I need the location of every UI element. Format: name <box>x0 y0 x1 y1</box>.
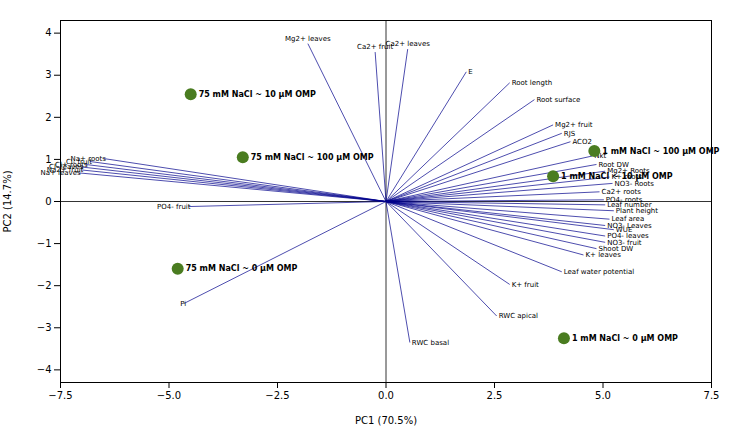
svg-text:Root length: Root length <box>512 79 552 87</box>
svg-text:K+ fruit: K+ fruit <box>512 281 539 289</box>
svg-text:75 mM NaCl ~ 10 μM OMP: 75 mM NaCl ~ 10 μM OMP <box>199 90 316 99</box>
svg-text:RJS: RJS <box>564 130 576 138</box>
svg-text:RWC apical: RWC apical <box>499 312 538 320</box>
svg-text:ACO2: ACO2 <box>572 138 592 146</box>
svg-text:−5.0: −5.0 <box>157 390 181 401</box>
svg-text:Leaf number: Leaf number <box>607 201 652 210</box>
svg-text:Leaf area: Leaf area <box>611 215 645 224</box>
svg-text:Leaf water potential: Leaf water potential <box>564 268 634 276</box>
svg-text:−1: −1 <box>37 238 52 249</box>
svg-text:PC1 (70.5%): PC1 (70.5%) <box>355 415 417 426</box>
svg-text:PC2 (14.7%): PC2 (14.7%) <box>2 170 13 232</box>
svg-text:RWC basal: RWC basal <box>412 339 449 347</box>
svg-text:0.0: 0.0 <box>378 390 394 401</box>
svg-text:K+ leaves: K+ leaves <box>585 251 621 259</box>
svg-text:5.0: 5.0 <box>595 390 611 401</box>
svg-text:7.5: 7.5 <box>704 390 720 401</box>
svg-text:1 mM NaCl ~ 10 μM OMP: 1 mM NaCl ~ 10 μM OMP <box>561 172 673 181</box>
svg-text:NO3- Roots: NO3- Roots <box>615 180 655 188</box>
svg-text:2: 2 <box>45 112 51 123</box>
svg-text:Mg2+ leaves: Mg2+ leaves <box>285 35 331 43</box>
svg-text:−2: −2 <box>37 280 52 291</box>
svg-text:−3: −3 <box>37 322 52 333</box>
svg-text:1: 1 <box>45 153 52 165</box>
svg-text:Ca2+ leaves: Ca2+ leaves <box>386 40 431 48</box>
svg-text:−7.5: −7.5 <box>48 390 72 401</box>
svg-text:0: 0 <box>45 196 51 207</box>
svg-text:Root surface: Root surface <box>536 96 580 104</box>
svg-text:E: E <box>468 68 472 76</box>
svg-text:NO3- Leaves: NO3- Leaves <box>607 221 652 230</box>
svg-text:NO3- fruit: NO3- fruit <box>607 238 642 247</box>
svg-text:WUE: WUE <box>615 225 633 234</box>
svg-text:Mg2+ fruit: Mg2+ fruit <box>555 121 593 129</box>
svg-text:PO4- fruit: PO4- fruit <box>157 203 191 211</box>
svg-text:Pi: Pi <box>180 300 186 308</box>
svg-text:Nkt: Nkt <box>594 152 607 161</box>
svg-text:1 mM NaCl ~ 0 μM OMP: 1 mM NaCl ~ 0 μM OMP <box>572 334 678 343</box>
svg-text:1 mM NaCl ~ 100 μM OMP: 1 mM NaCl ~ 100 μM OMP <box>602 147 719 156</box>
svg-text:−2.5: −2.5 <box>265 390 289 401</box>
svg-text:PO4- roots: PO4- roots <box>605 196 643 205</box>
svg-text:Ca2+ roots: Ca2+ roots <box>602 188 642 196</box>
svg-text:75 mM NaCl ~ 100 μM OMP: 75 mM NaCl ~ 100 μM OMP <box>251 153 374 162</box>
svg-text:4: 4 <box>45 27 51 38</box>
svg-text:Na+ leaves: Na+ leaves <box>40 169 81 178</box>
svg-text:Root DW: Root DW <box>598 160 629 169</box>
svg-text:−4: −4 <box>37 364 52 375</box>
svg-text:Plant height: Plant height <box>616 207 658 215</box>
svg-text:PO4- leaves: PO4- leaves <box>607 232 649 241</box>
svg-text:3: 3 <box>45 69 51 80</box>
svg-text:Shoot DW: Shoot DW <box>598 244 634 253</box>
svg-text:2.5: 2.5 <box>487 390 503 401</box>
svg-text:Ca2+ fruit: Ca2+ fruit <box>357 43 394 52</box>
svg-text:75 mM NaCl ~ 0 μM OMP: 75 mM NaCl ~ 0 μM OMP <box>186 264 298 273</box>
